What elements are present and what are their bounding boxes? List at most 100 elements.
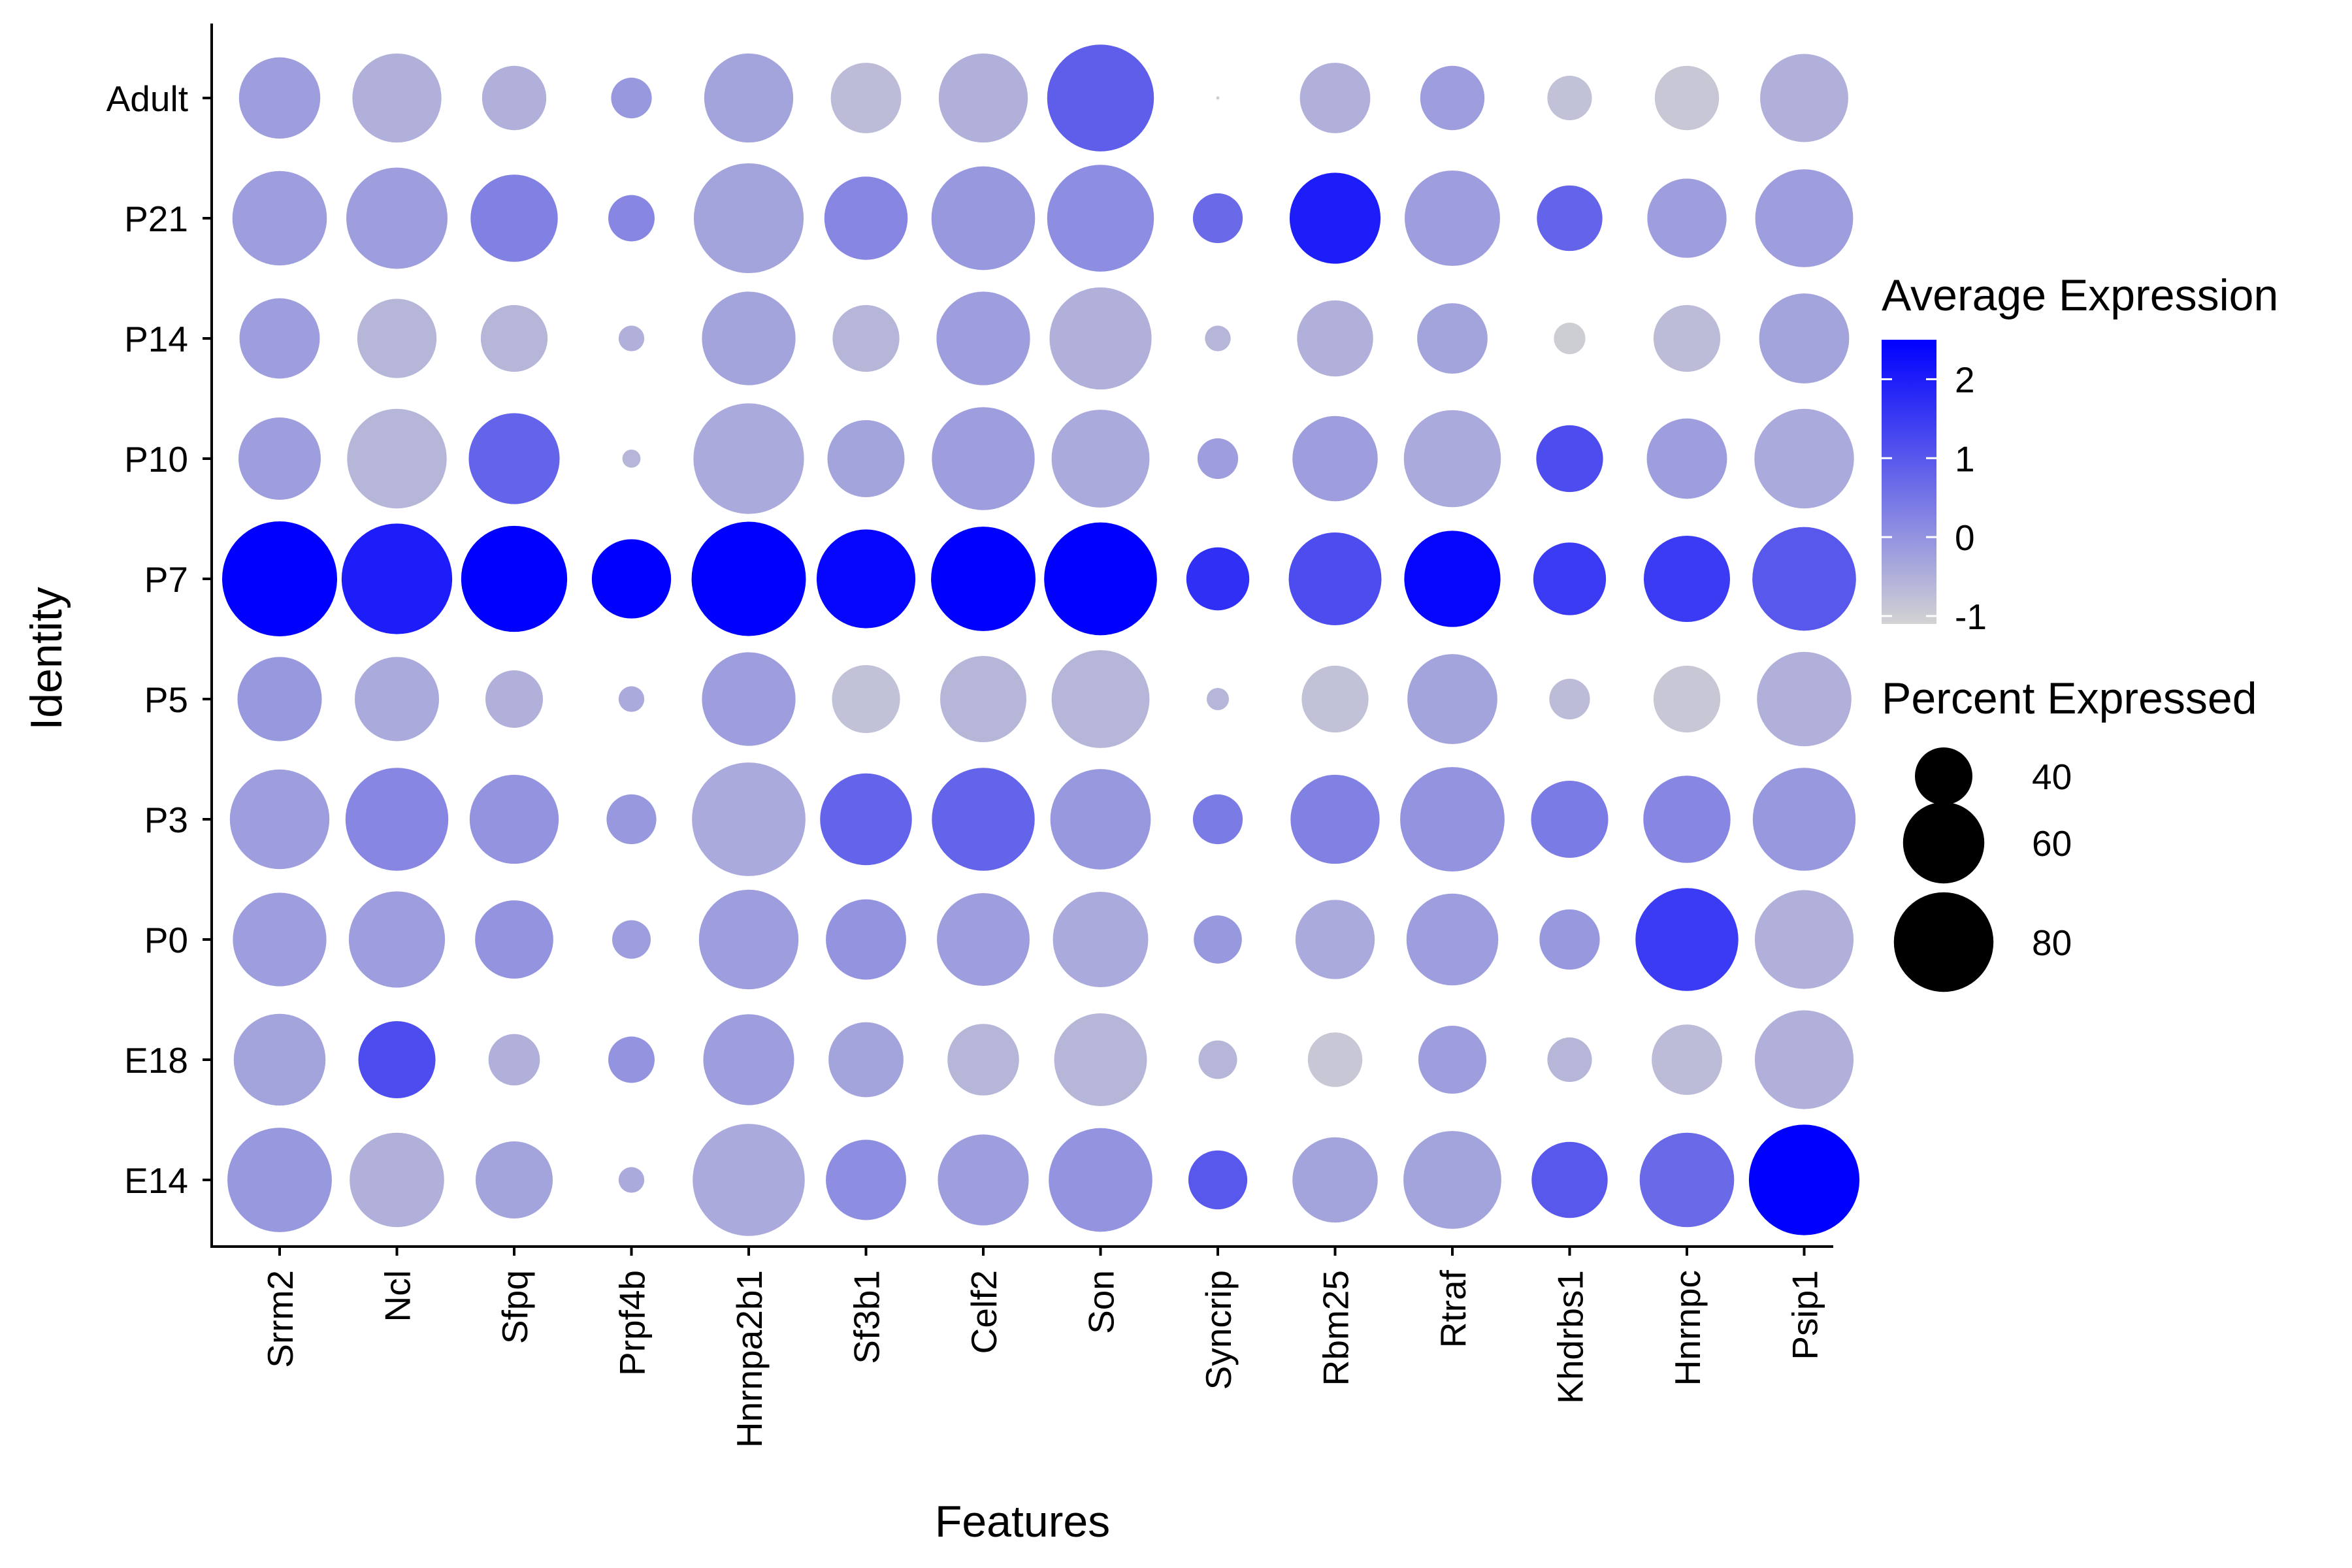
dot-E18-Hnrnpa2b1 — [703, 1014, 794, 1105]
x-tick-label: Son — [1081, 1270, 1122, 1334]
dot-E14-Ncl — [350, 1132, 444, 1228]
dot-P21-Son — [1047, 165, 1154, 272]
dot-P7-Celf2 — [931, 527, 1036, 631]
size-legend-items: 40 60 80 — [1893, 747, 2072, 992]
dot-E14-Son — [1049, 1128, 1152, 1232]
color-tick-label: 2 — [1955, 359, 1975, 400]
dot-E18-Khdrbs1 — [1547, 1037, 1592, 1083]
dot-P0-Khdrbs1 — [1539, 909, 1600, 970]
dot-Adult-Prpf4b — [611, 77, 652, 119]
dot-E14-Srrm2 — [227, 1128, 332, 1232]
color-legend-title: Average Expression — [1882, 270, 2278, 320]
dot-E14-Rtraf — [1403, 1131, 1501, 1229]
dot-Adult-Rtraf — [1420, 65, 1485, 131]
x-axis-title: Features — [935, 1497, 1110, 1546]
x-tick-label: Khdrbs1 — [1550, 1270, 1591, 1404]
dot-P21-Rtraf — [1405, 171, 1500, 266]
dot-P3-Srrm2 — [229, 769, 330, 870]
dot-P3-Psip1 — [1752, 768, 1856, 871]
dot-P14-Syncrip — [1205, 325, 1231, 351]
dot-P21-Sf3b1 — [824, 176, 908, 260]
dot-P0-Son — [1053, 892, 1149, 987]
dot-P5-Srrm2 — [237, 657, 322, 742]
dot-P10-Rtraf — [1403, 410, 1501, 508]
size-legend-label: 60 — [2032, 823, 2072, 864]
dot-P0-Hnrnpc — [1635, 888, 1739, 991]
dot-Adult-Rbm25 — [1299, 63, 1371, 133]
x-tick-label: Hnrnpc — [1667, 1270, 1708, 1386]
color-legend-bar — [1882, 340, 1936, 624]
dot-P14-Celf2 — [936, 291, 1030, 385]
dot-Adult-Syncrip — [1216, 96, 1220, 100]
dot-P10-Sfpq — [468, 413, 560, 504]
dot-P10-Psip1 — [1754, 408, 1854, 509]
dot-P5-Rbm25 — [1301, 665, 1369, 733]
size-legend-label: 40 — [2032, 757, 2072, 797]
dot-P10-Hnrnpc — [1646, 418, 1727, 499]
dot-P3-Sf3b1 — [820, 773, 912, 866]
dot-Adult-Celf2 — [938, 53, 1028, 143]
dot-P5-Sf3b1 — [832, 664, 900, 734]
dot-P0-Celf2 — [937, 893, 1030, 986]
y-tick-label: E14 — [124, 1160, 188, 1201]
dot-P21-Khdrbs1 — [1537, 185, 1603, 252]
dot-P3-Rbm25 — [1290, 774, 1380, 864]
size-legend-dot — [1893, 892, 1994, 992]
y-tick-label: P7 — [144, 559, 188, 600]
dot-P7-Sfpq — [461, 525, 568, 632]
dot-E14-Hnrnpa2b1 — [693, 1124, 805, 1236]
dot-P5-Hnrnpa2b1 — [702, 652, 796, 746]
size-legend-dot — [1903, 802, 1985, 884]
x-tick-label: Sfpq — [495, 1270, 535, 1344]
dot-P5-Ncl — [354, 657, 440, 742]
dot-E18-Son — [1054, 1013, 1147, 1106]
dot-P10-Syncrip — [1197, 438, 1239, 480]
dot-P7-Khdrbs1 — [1533, 542, 1607, 615]
color-legend: Average Expression -1 0 1 2 — [1882, 270, 2278, 637]
dot-E18-Sfpq — [488, 1034, 540, 1086]
dot-P3-Sfpq — [469, 774, 559, 864]
dot-P10-Khdrbs1 — [1536, 425, 1603, 493]
dot-P10-Srrm2 — [238, 417, 321, 500]
dot-P7-Rtraf — [1404, 531, 1501, 627]
dot-P21-Ncl — [346, 167, 448, 269]
dot-P0-Hnrnpa2b1 — [698, 889, 799, 990]
plot-panel: Adult P21 P14 P10 P7 P5 P3 P0 E18 E14 Srrm2 Ncl Sfp… — [106, 24, 1860, 1448]
dot-P7-Prpf4b — [591, 539, 672, 619]
dot-P7-Sf3b1 — [816, 529, 916, 629]
dot-P5-Son — [1051, 650, 1150, 748]
dot-P0-Srrm2 — [233, 892, 327, 987]
size-legend-title: Percent Expressed — [1882, 674, 2257, 723]
y-tick-label: E18 — [124, 1040, 188, 1081]
y-ticks: Adult P21 P14 P10 P7 P5 P3 P0 E18 E14 — [106, 78, 212, 1201]
dot-P10-Hnrnpa2b1 — [693, 403, 804, 514]
dot-E18-Hnrnpc — [1652, 1024, 1722, 1095]
dot-Adult-Hnrnpa2b1 — [704, 53, 794, 143]
dot-P7-Hnrnpa2b1 — [691, 521, 806, 636]
dot-P5-Hnrnpc — [1653, 665, 1721, 733]
dot-P14-Sfpq — [480, 304, 548, 372]
dot-E14-Syncrip — [1188, 1150, 1248, 1210]
dot-P10-Sf3b1 — [827, 419, 905, 498]
x-tick-label: Hnrnpa2b1 — [729, 1270, 770, 1448]
dot-Adult-Hnrnpc — [1654, 65, 1720, 131]
dot-P0-Rtraf — [1406, 893, 1499, 986]
dot-P14-Rbm25 — [1297, 300, 1373, 377]
dot-P14-Rtraf — [1417, 303, 1488, 374]
dot-P5-Celf2 — [940, 656, 1026, 742]
color-tick-label: 0 — [1955, 517, 1975, 558]
dot-Adult-Sfpq — [482, 65, 547, 131]
dot-P10-Celf2 — [932, 407, 1035, 510]
dot-E18-Sf3b1 — [828, 1022, 904, 1098]
y-tick-label: P0 — [144, 920, 188, 960]
dot-P14-Sf3b1 — [832, 304, 900, 372]
dot-P14-Prpf4b — [618, 325, 645, 351]
dot-P7-Ncl — [341, 523, 453, 634]
dot-E18-Rbm25 — [1307, 1032, 1363, 1087]
dot-P14-Son — [1049, 287, 1152, 390]
dot-P5-Khdrbs1 — [1549, 678, 1590, 720]
dot-P10-Rbm25 — [1292, 416, 1378, 502]
dot-P21-Rbm25 — [1289, 172, 1381, 264]
dot-P0-Sf3b1 — [826, 899, 906, 980]
